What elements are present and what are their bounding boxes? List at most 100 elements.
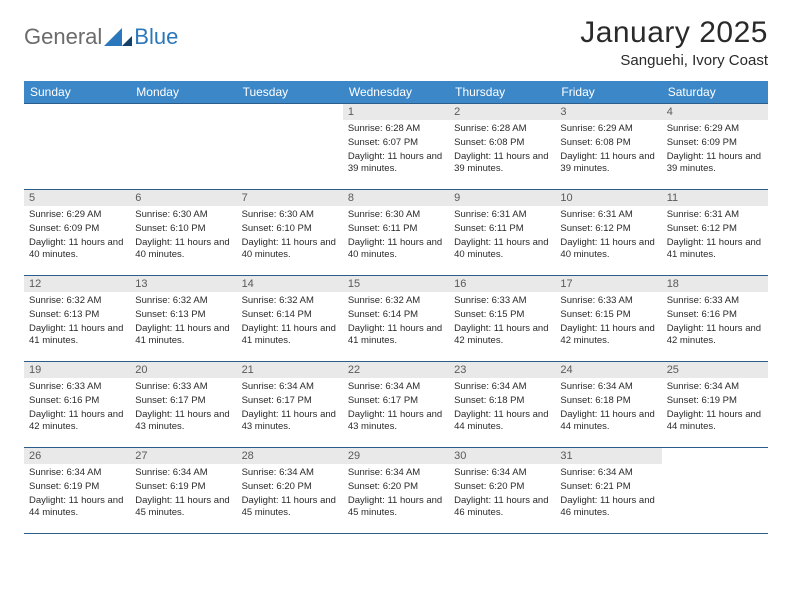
- sunset-line: Sunset: 6:17 PM: [242, 395, 338, 408]
- calendar-day-cell: 4Sunrise: 6:29 AMSunset: 6:09 PMDaylight…: [662, 104, 768, 190]
- day-number: 1: [343, 104, 449, 120]
- day-number: 18: [662, 276, 768, 292]
- calendar-day-cell: 30Sunrise: 6:34 AMSunset: 6:20 PMDayligh…: [449, 448, 555, 534]
- calendar-day-cell: 1Sunrise: 6:28 AMSunset: 6:07 PMDaylight…: [343, 104, 449, 190]
- weekday-header: Tuesday: [237, 81, 343, 104]
- sunset-line: Sunset: 6:10 PM: [242, 223, 338, 236]
- calendar-day-cell: 25Sunrise: 6:34 AMSunset: 6:19 PMDayligh…: [662, 362, 768, 448]
- sunrise-line: Sunrise: 6:33 AM: [667, 295, 763, 308]
- sunset-line: Sunset: 6:18 PM: [454, 395, 550, 408]
- location: Sanguehi, Ivory Coast: [580, 52, 768, 69]
- daylight-line: Daylight: 11 hours and 41 minutes.: [242, 323, 338, 349]
- daylight-line: Daylight: 11 hours and 46 minutes.: [560, 495, 656, 521]
- day-details: Sunrise: 6:34 AMSunset: 6:19 PMDaylight:…: [662, 378, 768, 439]
- day-details: Sunrise: 6:31 AMSunset: 6:12 PMDaylight:…: [662, 206, 768, 267]
- day-details: Sunrise: 6:29 AMSunset: 6:09 PMDaylight:…: [662, 120, 768, 181]
- day-number: 8: [343, 190, 449, 206]
- calendar-day-cell: 22Sunrise: 6:34 AMSunset: 6:17 PMDayligh…: [343, 362, 449, 448]
- calendar-table: SundayMondayTuesdayWednesdayThursdayFrid…: [24, 81, 768, 534]
- calendar-day-cell: 14Sunrise: 6:32 AMSunset: 6:14 PMDayligh…: [237, 276, 343, 362]
- sunset-line: Sunset: 6:09 PM: [667, 137, 763, 150]
- daylight-line: Daylight: 11 hours and 40 minutes.: [242, 237, 338, 263]
- sunset-line: Sunset: 6:13 PM: [135, 309, 231, 322]
- sunrise-line: Sunrise: 6:34 AM: [135, 467, 231, 480]
- day-number: 7: [237, 190, 343, 206]
- day-details: Sunrise: 6:34 AMSunset: 6:18 PMDaylight:…: [449, 378, 555, 439]
- calendar-day-cell: ..: [130, 104, 236, 190]
- day-number: 19: [24, 362, 130, 378]
- sunrise-line: Sunrise: 6:34 AM: [348, 381, 444, 394]
- daylight-line: Daylight: 11 hours and 39 minutes.: [454, 151, 550, 177]
- sunrise-line: Sunrise: 6:34 AM: [29, 467, 125, 480]
- sunset-line: Sunset: 6:08 PM: [560, 137, 656, 150]
- sunset-line: Sunset: 6:10 PM: [135, 223, 231, 236]
- sunset-line: Sunset: 6:11 PM: [454, 223, 550, 236]
- sunset-line: Sunset: 6:08 PM: [454, 137, 550, 150]
- sunset-line: Sunset: 6:17 PM: [348, 395, 444, 408]
- calendar-week-row: 26Sunrise: 6:34 AMSunset: 6:19 PMDayligh…: [24, 448, 768, 534]
- day-details: Sunrise: 6:33 AMSunset: 6:16 PMDaylight:…: [662, 292, 768, 353]
- daylight-line: Daylight: 11 hours and 43 minutes.: [348, 409, 444, 435]
- day-number: 17: [555, 276, 661, 292]
- day-number: 15: [343, 276, 449, 292]
- daylight-line: Daylight: 11 hours and 39 minutes.: [560, 151, 656, 177]
- sunrise-line: Sunrise: 6:34 AM: [454, 467, 550, 480]
- sunrise-line: Sunrise: 6:31 AM: [667, 209, 763, 222]
- title-block: January 2025 Sanguehi, Ivory Coast: [580, 16, 768, 69]
- daylight-line: Daylight: 11 hours and 45 minutes.: [135, 495, 231, 521]
- sunset-line: Sunset: 6:20 PM: [454, 481, 550, 494]
- sunrise-line: Sunrise: 6:29 AM: [29, 209, 125, 222]
- sunset-line: Sunset: 6:16 PM: [667, 309, 763, 322]
- day-number: 3: [555, 104, 661, 120]
- daylight-line: Daylight: 11 hours and 44 minutes.: [560, 409, 656, 435]
- day-number: 10: [555, 190, 661, 206]
- daylight-line: Daylight: 11 hours and 40 minutes.: [560, 237, 656, 263]
- day-number: 25: [662, 362, 768, 378]
- day-number: 5: [24, 190, 130, 206]
- calendar-day-cell: 27Sunrise: 6:34 AMSunset: 6:19 PMDayligh…: [130, 448, 236, 534]
- calendar-day-cell: ..: [24, 104, 130, 190]
- sunset-line: Sunset: 6:19 PM: [135, 481, 231, 494]
- day-details: Sunrise: 6:33 AMSunset: 6:15 PMDaylight:…: [555, 292, 661, 353]
- daylight-line: Daylight: 11 hours and 42 minutes.: [667, 323, 763, 349]
- logo: General Blue: [24, 16, 178, 50]
- daylight-line: Daylight: 11 hours and 40 minutes.: [348, 237, 444, 263]
- weekday-header: Friday: [555, 81, 661, 104]
- day-details: Sunrise: 6:34 AMSunset: 6:18 PMDaylight:…: [555, 378, 661, 439]
- calendar-day-cell: 2Sunrise: 6:28 AMSunset: 6:08 PMDaylight…: [449, 104, 555, 190]
- sunset-line: Sunset: 6:20 PM: [348, 481, 444, 494]
- day-number: 2: [449, 104, 555, 120]
- day-number: 16: [449, 276, 555, 292]
- sunset-line: Sunset: 6:15 PM: [560, 309, 656, 322]
- sunrise-line: Sunrise: 6:34 AM: [242, 381, 338, 394]
- day-details: Sunrise: 6:30 AMSunset: 6:10 PMDaylight:…: [130, 206, 236, 267]
- sunrise-line: Sunrise: 6:33 AM: [560, 295, 656, 308]
- day-number: 30: [449, 448, 555, 464]
- sunset-line: Sunset: 6:14 PM: [348, 309, 444, 322]
- day-number: 9: [449, 190, 555, 206]
- day-details: Sunrise: 6:31 AMSunset: 6:11 PMDaylight:…: [449, 206, 555, 267]
- calendar-week-row: ......1Sunrise: 6:28 AMSunset: 6:07 PMDa…: [24, 104, 768, 190]
- calendar-day-cell: 11Sunrise: 6:31 AMSunset: 6:12 PMDayligh…: [662, 190, 768, 276]
- daylight-line: Daylight: 11 hours and 44 minutes.: [454, 409, 550, 435]
- day-details: Sunrise: 6:30 AMSunset: 6:11 PMDaylight:…: [343, 206, 449, 267]
- calendar-day-cell: 10Sunrise: 6:31 AMSunset: 6:12 PMDayligh…: [555, 190, 661, 276]
- calendar-day-cell: 20Sunrise: 6:33 AMSunset: 6:17 PMDayligh…: [130, 362, 236, 448]
- sunset-line: Sunset: 6:19 PM: [29, 481, 125, 494]
- weekday-header: Monday: [130, 81, 236, 104]
- calendar-day-cell: 8Sunrise: 6:30 AMSunset: 6:11 PMDaylight…: [343, 190, 449, 276]
- sunset-line: Sunset: 6:19 PM: [667, 395, 763, 408]
- day-details: Sunrise: 6:34 AMSunset: 6:20 PMDaylight:…: [449, 464, 555, 525]
- sunrise-line: Sunrise: 6:34 AM: [454, 381, 550, 394]
- calendar-day-cell: 17Sunrise: 6:33 AMSunset: 6:15 PMDayligh…: [555, 276, 661, 362]
- calendar-day-cell: 12Sunrise: 6:32 AMSunset: 6:13 PMDayligh…: [24, 276, 130, 362]
- sunrise-line: Sunrise: 6:30 AM: [348, 209, 444, 222]
- day-details: Sunrise: 6:32 AMSunset: 6:14 PMDaylight:…: [237, 292, 343, 353]
- sunset-line: Sunset: 6:17 PM: [135, 395, 231, 408]
- daylight-line: Daylight: 11 hours and 41 minutes.: [135, 323, 231, 349]
- sunrise-line: Sunrise: 6:34 AM: [560, 381, 656, 394]
- day-details: Sunrise: 6:34 AMSunset: 6:19 PMDaylight:…: [130, 464, 236, 525]
- daylight-line: Daylight: 11 hours and 42 minutes.: [560, 323, 656, 349]
- calendar-day-cell: 5Sunrise: 6:29 AMSunset: 6:09 PMDaylight…: [24, 190, 130, 276]
- day-details: Sunrise: 6:29 AMSunset: 6:08 PMDaylight:…: [555, 120, 661, 181]
